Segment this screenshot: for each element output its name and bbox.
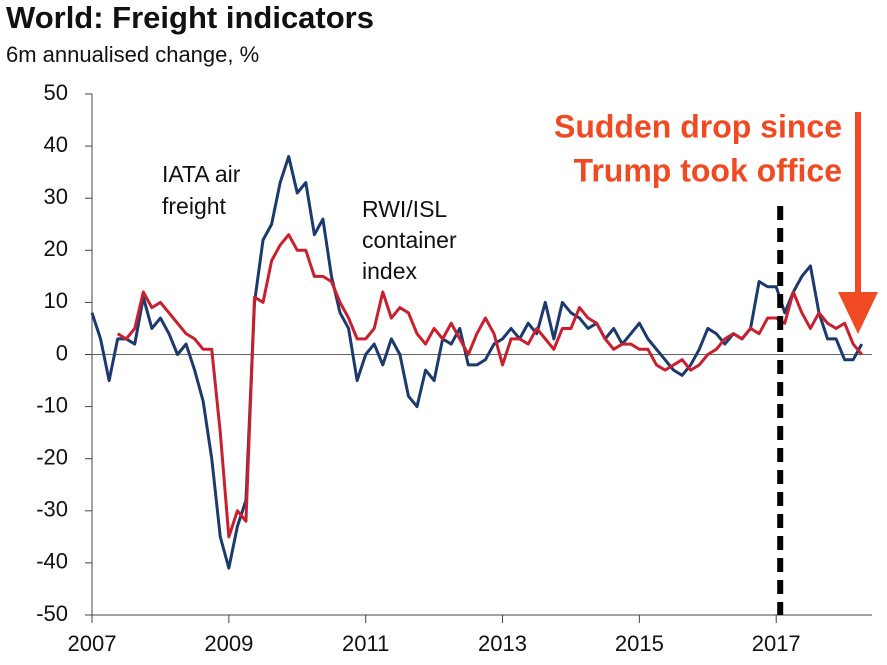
y-tick-label: -50 [36,601,68,626]
annotation: freight [162,193,227,219]
x-tick-label: 2007 [68,631,117,656]
annotation: Sudden drop since [554,108,842,144]
y-tick-label: 10 [44,288,68,313]
x-tick-label: 2011 [342,631,389,656]
y-tick-label: -10 [36,392,68,417]
x-tick-label: 2013 [478,631,527,656]
x-tick-label: 2017 [752,631,801,656]
annotation: Trump took office [574,152,842,188]
x-tick-label: 2009 [204,631,253,656]
arrow-head [838,292,878,334]
annotation: container [362,227,457,253]
y-tick-label: 40 [44,132,68,157]
y-tick-label: -40 [36,549,68,574]
chart-subtitle: 6m annualised change, % [6,42,259,67]
x-tick-label: 2015 [615,631,664,656]
y-tick-label: 50 [44,80,68,105]
y-tick-label: -20 [36,445,68,470]
series-line [116,233,863,539]
chart-title: World: Freight indicators [6,0,374,35]
annotation: IATA air [162,161,241,187]
annotation: RWI/ISL [362,196,447,222]
y-tick-label: -30 [36,497,68,522]
y-tick-label: 0 [56,340,68,365]
annotation: index [362,258,417,284]
y-tick-label: 20 [44,236,68,261]
y-tick-label: 30 [44,184,68,209]
